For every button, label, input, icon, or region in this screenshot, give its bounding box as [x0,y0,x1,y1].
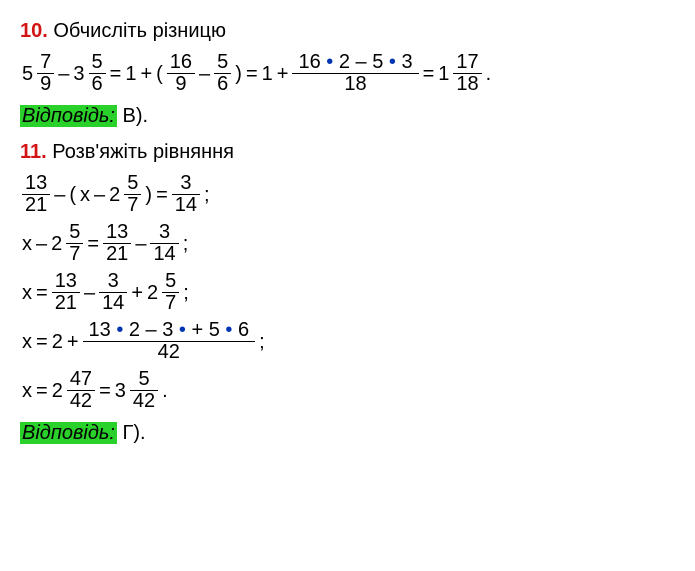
task11-line3: x = 13 21 – 3 14 + 2 5 7 ; [20,271,675,314]
period: . [162,376,168,406]
one: 1 [125,59,136,89]
x: x [80,180,90,210]
minus: – [54,180,65,210]
semicolon: ; [183,278,189,308]
frac-17-18: 17 18 [453,52,481,95]
semicolon: ; [259,327,265,357]
minus-2: – [94,180,105,210]
minus-2: – [135,229,146,259]
paren-open: ( [69,180,76,210]
eq: = [110,59,122,89]
whole-1: 5 [22,59,33,89]
plus: + [131,278,143,308]
frac-5-6b: 5 6 [214,52,231,95]
answer-label-11: Відповідь: [20,422,117,444]
task10-expression: 5 7 9 – 3 5 6 = 1 + ( 16 9 – 5 6 ) = 1 +… [20,52,675,95]
frac-3-14c: 3 14 [99,271,127,314]
frac-5-7: 5 7 [124,173,141,216]
mixed-whole: 2 [51,229,62,259]
mixed-whole: 2 [147,278,158,308]
task11-number: 11. [20,141,47,163]
task11-title: 11. Розв'яжіть рівняння [20,137,675,167]
two: 2 [52,327,63,357]
answer-label-10: Відповідь: [20,105,117,127]
frac-5-42: 5 42 [130,369,158,412]
bigfrac-11: 13 • 2 – 3 • + 5 • 6 42 [83,320,256,363]
eq: = [36,278,48,308]
frac-5-7b: 5 7 [66,222,83,265]
bigfrac-10: 16 • 2 – 5 • 3 18 [292,52,418,95]
frac-47-42: 47 42 [67,369,95,412]
semicolon: ; [183,229,189,259]
task11-line4: x = 2 + 13 • 2 – 3 • + 5 • 6 42 ; [20,320,675,363]
frac-3-14b: 3 14 [150,222,178,265]
semicolon: ; [204,180,210,210]
task11-line1: 13 21 – ( x – 2 5 7 ) = 3 14 ; [20,173,675,216]
period: . [486,59,492,89]
answer-value-10: В). [117,105,148,127]
x: x [22,229,32,259]
mixed1-whole: 2 [52,376,63,406]
one-b: 1 [262,59,273,89]
paren-open: ( [156,59,163,89]
x: x [22,327,32,357]
mixed2-whole: 3 [115,376,126,406]
plus: + [140,59,152,89]
frac-13-21: 13 21 [22,173,50,216]
task10-answer: Відповідь: В). [20,101,675,131]
x: x [22,376,32,406]
whole-2: 3 [73,59,84,89]
frac-5-6: 5 6 [89,52,106,95]
frac-5-7c: 5 7 [162,271,179,314]
mixed-whole: 2 [109,180,120,210]
frac-13-21b: 13 21 [103,222,131,265]
task10-title: 10. Обчисліть різницю [20,16,675,46]
paren-close: ) [145,180,152,210]
task11-title-text: Розв'яжіть рівняння [52,141,234,163]
eq: = [36,376,48,406]
eq: = [36,327,48,357]
paren-close: ) [235,59,242,89]
task10-title-text: Обчисліть різницю [53,20,226,42]
plus: + [67,327,79,357]
task11-line2: x – 2 5 7 = 13 21 – 3 14 ; [20,222,675,265]
frac-16-9: 16 9 [167,52,195,95]
minus-2: – [199,59,210,89]
eq: = [87,229,99,259]
answer-value-11: Г). [117,422,146,444]
frac-3-14: 3 14 [172,173,200,216]
eq: = [156,180,168,210]
x: x [22,278,32,308]
eq-2: = [246,59,258,89]
plus-2: + [277,59,289,89]
eq-2: = [99,376,111,406]
minus: – [84,278,95,308]
frac-7-9: 7 9 [37,52,54,95]
frac-13-21c: 13 21 [52,271,80,314]
task11-line5: x = 2 47 42 = 3 5 42 . [20,369,675,412]
minus: – [36,229,47,259]
eq-3: = [423,59,435,89]
task10-number: 10. [20,20,48,42]
minus: – [58,59,69,89]
task11-answer: Відповідь: Г). [20,418,675,448]
res-whole: 1 [438,59,449,89]
